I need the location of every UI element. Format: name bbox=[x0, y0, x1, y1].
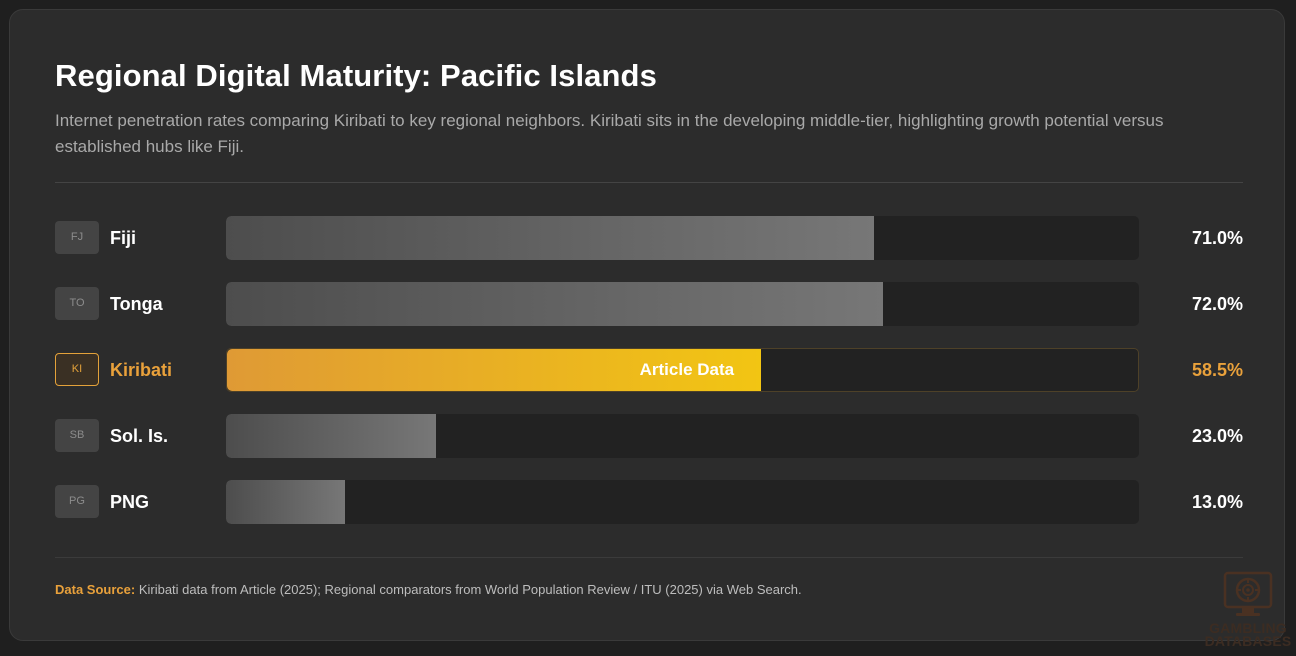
data-label: 13.0% bbox=[1191, 492, 1243, 512]
bar bbox=[226, 480, 345, 524]
category-label: Fiji bbox=[110, 228, 136, 248]
category-label: Sol. Is. bbox=[110, 426, 169, 446]
country-code-badge: PG bbox=[55, 485, 99, 518]
data-source-note: Data Source: Kiribati data from Article … bbox=[55, 582, 802, 597]
bar-row: SB Sol. Is. 23.0% bbox=[55, 414, 1243, 458]
bar bbox=[226, 414, 436, 458]
bar-annotation: Article Data bbox=[639, 360, 735, 379]
footer-divider bbox=[55, 557, 1243, 558]
roulette-monitor-icon bbox=[1223, 571, 1273, 616]
bar bbox=[226, 282, 884, 326]
category-label: PNG bbox=[110, 492, 150, 512]
chart-subtitle: Internet penetration rates comparing Kir… bbox=[55, 111, 1164, 156]
watermark-line-1: GAMBLING bbox=[1209, 620, 1287, 636]
category-label: Kiribati bbox=[110, 360, 173, 380]
watermark-line-2: DATABASES bbox=[1204, 633, 1292, 649]
data-label: 23.0% bbox=[1191, 426, 1243, 446]
country-code-badge: FJ bbox=[55, 221, 99, 254]
chart-title: Regional Digital Maturity: Pacific Islan… bbox=[55, 58, 657, 93]
bar-track bbox=[226, 216, 1139, 260]
data-source-label: Data Source: bbox=[55, 582, 136, 597]
bar-track bbox=[226, 480, 1139, 524]
bar-row: FJ Fiji 71.0% bbox=[55, 216, 1243, 260]
bar-track bbox=[226, 414, 1139, 458]
watermark: GAMBLING DATABASES bbox=[1203, 570, 1293, 656]
header-divider bbox=[55, 182, 1243, 183]
bar-track: Article Data bbox=[226, 348, 1139, 392]
bar-row: PG PNG 13.0% bbox=[55, 480, 1243, 524]
bar: Article Data bbox=[227, 349, 762, 391]
category-label: Tonga bbox=[110, 294, 163, 314]
data-label: 72.0% bbox=[1191, 294, 1243, 314]
country-code-badge: SB bbox=[55, 419, 99, 452]
bar-row: KI Kiribati Article Data 58.5% bbox=[55, 348, 1243, 392]
data-label: 71.0% bbox=[1191, 228, 1243, 248]
data-label: 58.5% bbox=[1191, 360, 1243, 380]
bar-track bbox=[226, 282, 1139, 326]
bar bbox=[226, 216, 875, 260]
country-code-badge: KI bbox=[55, 353, 99, 386]
chart-card: Regional Digital Maturity: Pacific Islan… bbox=[9, 9, 1285, 641]
data-source-text: Kiribati data from Article (2025); Regio… bbox=[135, 582, 802, 597]
country-code-badge: TO bbox=[55, 287, 99, 320]
bar-row: TO Tonga 72.0% bbox=[55, 282, 1243, 326]
